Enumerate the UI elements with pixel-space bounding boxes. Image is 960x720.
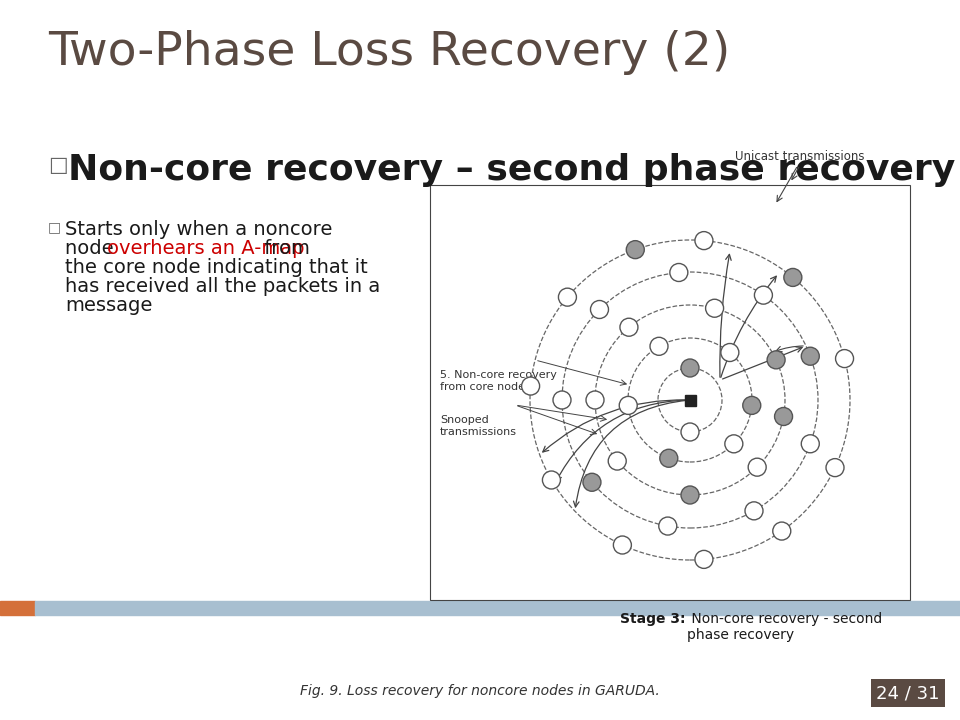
Text: has received all the packets in a: has received all the packets in a xyxy=(65,277,380,296)
Text: Fig. 9. Loss recovery for noncore nodes in GARUDA.: Fig. 9. Loss recovery for noncore nodes … xyxy=(300,684,660,698)
Bar xyxy=(684,395,695,405)
Text: Non-core recovery – second phase recovery: Non-core recovery – second phase recover… xyxy=(68,153,955,187)
Circle shape xyxy=(773,522,791,540)
Circle shape xyxy=(681,359,699,377)
Circle shape xyxy=(670,264,688,282)
Circle shape xyxy=(583,473,601,491)
Bar xyxy=(430,185,910,600)
Text: the core node indicating that it: the core node indicating that it xyxy=(65,258,368,277)
Text: from: from xyxy=(258,239,310,258)
Circle shape xyxy=(586,391,604,409)
Text: overhears an A-map: overhears an A-map xyxy=(107,239,304,258)
Circle shape xyxy=(559,288,576,306)
Circle shape xyxy=(553,391,571,409)
Circle shape xyxy=(590,300,609,318)
Text: Snooped
transmissions: Snooped transmissions xyxy=(440,415,517,436)
Text: message: message xyxy=(65,296,153,315)
Circle shape xyxy=(802,347,819,365)
Bar xyxy=(0,601,35,615)
Circle shape xyxy=(650,337,668,355)
Circle shape xyxy=(681,486,699,504)
Text: Stage 3:: Stage 3: xyxy=(619,612,685,626)
Circle shape xyxy=(748,458,766,476)
Circle shape xyxy=(542,471,561,489)
Circle shape xyxy=(767,351,785,369)
Circle shape xyxy=(826,459,844,477)
Circle shape xyxy=(802,435,819,453)
Circle shape xyxy=(745,502,763,520)
Text: node: node xyxy=(65,239,120,258)
Circle shape xyxy=(755,286,773,304)
Circle shape xyxy=(835,350,853,368)
Circle shape xyxy=(775,408,793,426)
Text: Two-Phase Loss Recovery (2): Two-Phase Loss Recovery (2) xyxy=(48,30,731,75)
Text: Unicast transmissions: Unicast transmissions xyxy=(735,150,865,163)
Circle shape xyxy=(695,232,713,250)
Circle shape xyxy=(681,423,699,441)
Circle shape xyxy=(725,435,743,453)
Text: 24 / 31: 24 / 31 xyxy=(876,684,940,702)
Circle shape xyxy=(626,240,644,258)
Circle shape xyxy=(659,517,677,535)
Text: Starts only when a noncore: Starts only when a noncore xyxy=(65,220,332,239)
Circle shape xyxy=(620,318,638,336)
Text: □: □ xyxy=(48,220,61,234)
Circle shape xyxy=(619,397,637,415)
Circle shape xyxy=(695,550,713,568)
Circle shape xyxy=(721,343,739,361)
Circle shape xyxy=(521,377,540,395)
Circle shape xyxy=(660,449,678,467)
Circle shape xyxy=(609,452,626,470)
Circle shape xyxy=(784,269,802,287)
Circle shape xyxy=(743,397,760,415)
Text: 5. Non-core recovery
from core node: 5. Non-core recovery from core node xyxy=(440,370,557,392)
Text: Non-core recovery - second
phase recovery: Non-core recovery - second phase recover… xyxy=(687,612,882,642)
Circle shape xyxy=(613,536,632,554)
Text: □: □ xyxy=(48,155,68,175)
Bar xyxy=(35,601,960,615)
Circle shape xyxy=(706,300,724,318)
